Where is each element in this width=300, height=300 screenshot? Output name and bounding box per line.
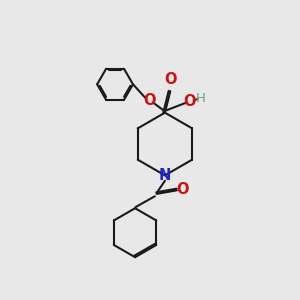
Text: H: H xyxy=(196,92,206,105)
Text: O: O xyxy=(143,93,156,108)
Text: O: O xyxy=(183,94,196,109)
Text: O: O xyxy=(176,182,188,196)
Text: O: O xyxy=(165,72,177,87)
Text: N: N xyxy=(159,168,171,183)
